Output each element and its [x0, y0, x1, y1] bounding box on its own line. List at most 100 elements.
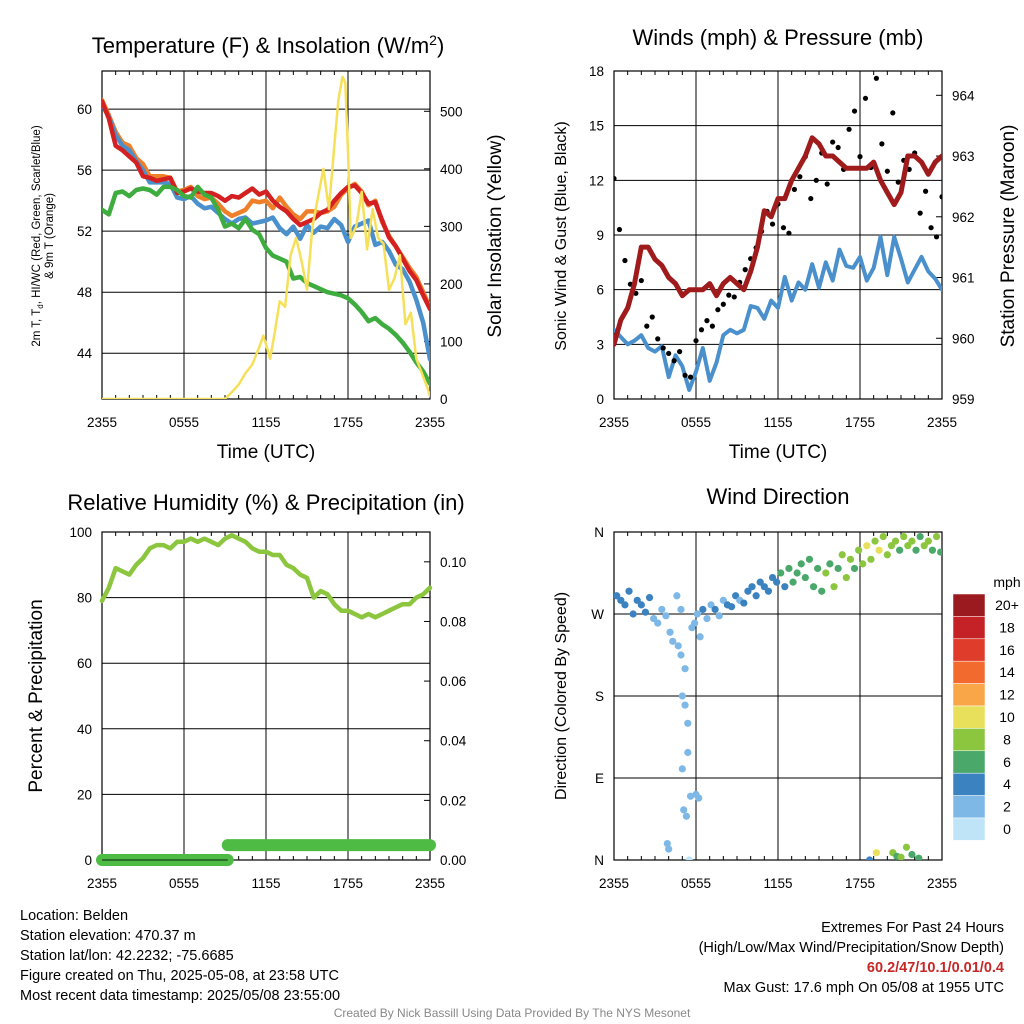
direction-point [673, 592, 681, 600]
direction-point [711, 605, 719, 614]
direction-point [830, 583, 838, 591]
y-right-tick-label: 961 [952, 271, 975, 286]
legend-swatch [952, 683, 986, 707]
temperature-title: Temperature (F) & Insolation (W/m2) [92, 32, 445, 58]
plot-frame [101, 70, 431, 400]
y-left-tick-label: 80 [77, 591, 92, 606]
y-left-tick-label: S [595, 689, 604, 704]
gust-point [890, 110, 896, 116]
winds-ylabel-right: Station Pressure (Maroon) [998, 125, 1019, 348]
y-left-tick-label: 40 [77, 722, 92, 737]
direction-point [645, 594, 654, 602]
gust-point [791, 186, 798, 193]
x-tick-label: 2355 [599, 876, 629, 891]
direction-point [793, 569, 801, 577]
x-tick-label: 0555 [681, 415, 711, 430]
gust-point [830, 139, 836, 145]
gust-point [797, 174, 803, 180]
y-left-tick-label: 0 [596, 392, 604, 407]
humidity-line [99, 533, 433, 620]
x-tick-label: 0555 [681, 876, 711, 891]
speed-legend: mph 20+ 18 16 14 12 10 8 6 4 2 0 [952, 574, 1021, 841]
direction-point [872, 849, 881, 857]
legend-label: 12 [999, 687, 1015, 703]
direction-point [691, 619, 699, 627]
direction-point [677, 651, 685, 659]
direction-point [696, 633, 704, 641]
wind-speed-line [614, 234, 942, 392]
gust-point [884, 168, 890, 174]
direction-points [614, 532, 942, 860]
direction-point [826, 560, 834, 568]
gust-point [682, 372, 688, 378]
gust-point [835, 144, 841, 151]
gust-point [786, 230, 792, 236]
y-right-tick-label: 300 [440, 219, 463, 234]
legend-swatch [952, 660, 986, 684]
y-right-tick-label: 400 [440, 162, 463, 177]
direction-point [662, 612, 670, 620]
gust-point [726, 292, 732, 298]
direction-point [773, 578, 781, 586]
temperature-xlabel: Time (UTC) [217, 442, 316, 463]
legend-swatch [952, 817, 986, 841]
gust-point [715, 307, 721, 313]
plot-frame [613, 531, 943, 861]
gust-point [693, 338, 699, 344]
y-left-tick-label: 48 [77, 285, 92, 300]
legend-label: 14 [999, 664, 1015, 680]
direction-point [865, 856, 874, 860]
gust-point [720, 301, 726, 307]
direction-point [838, 551, 846, 559]
gust-point [873, 75, 880, 81]
gust-point [614, 175, 617, 182]
y-left-tick-label: 60 [77, 102, 92, 117]
y-left-tick-label: 44 [77, 346, 93, 361]
gust-point [655, 336, 661, 342]
legend-title: mph [993, 574, 1020, 590]
x-tick-label: 2355 [599, 415, 629, 430]
y-left-tick-label: E [595, 771, 604, 786]
direction-point [727, 603, 736, 611]
location-text: Location: Belden [20, 908, 129, 924]
x-tick-label: 1155 [251, 876, 280, 891]
y-left-tick-label: 15 [589, 119, 604, 134]
gust-point [780, 225, 787, 231]
temperature-series [102, 75, 430, 399]
direction-title: Wind Direction [706, 484, 849, 509]
direction-point [686, 792, 695, 800]
x-tick-label: 0555 [169, 415, 199, 430]
direction-point [842, 573, 850, 582]
direction-point [801, 573, 809, 582]
direction-point [703, 614, 711, 623]
direction-point [902, 843, 911, 851]
direction-point [809, 583, 818, 591]
direction-point [684, 748, 692, 757]
credit-text: Created By Nick Bassill Using Data Provi… [333, 1006, 691, 1020]
gust-point [649, 314, 655, 320]
direction-point [908, 850, 916, 859]
gust-point [769, 221, 776, 227]
extremes-values: 60.2/47/10.1/0.01/0.4 [866, 960, 1004, 976]
extremes-title: Extremes For Past 24 Hours [821, 920, 1004, 936]
gust-point [879, 141, 885, 147]
direction-point [748, 583, 756, 591]
direction-point [924, 537, 932, 545]
gust-point [857, 154, 863, 160]
station-info: Location: Belden Station elevation: 470.… [20, 906, 340, 1006]
direction-panel: Wind Direction Direction (Colored By Spe… [553, 484, 1021, 891]
y-left-tick-label: 52 [77, 224, 92, 239]
direction-point [666, 628, 674, 636]
direction-point [789, 578, 797, 586]
y-right-tick-label: 0.04 [440, 734, 467, 749]
y-left-tick-label: 100 [69, 525, 92, 540]
direction-point [629, 610, 637, 618]
direction-point [846, 555, 855, 563]
direction-point [871, 537, 879, 545]
direction-point [699, 605, 707, 614]
direction-point [867, 555, 875, 563]
legend-swatch [952, 728, 986, 752]
x-tick-label: 1755 [845, 876, 875, 891]
y-right-tick-label: 962 [952, 210, 975, 225]
direction-point [681, 701, 689, 709]
